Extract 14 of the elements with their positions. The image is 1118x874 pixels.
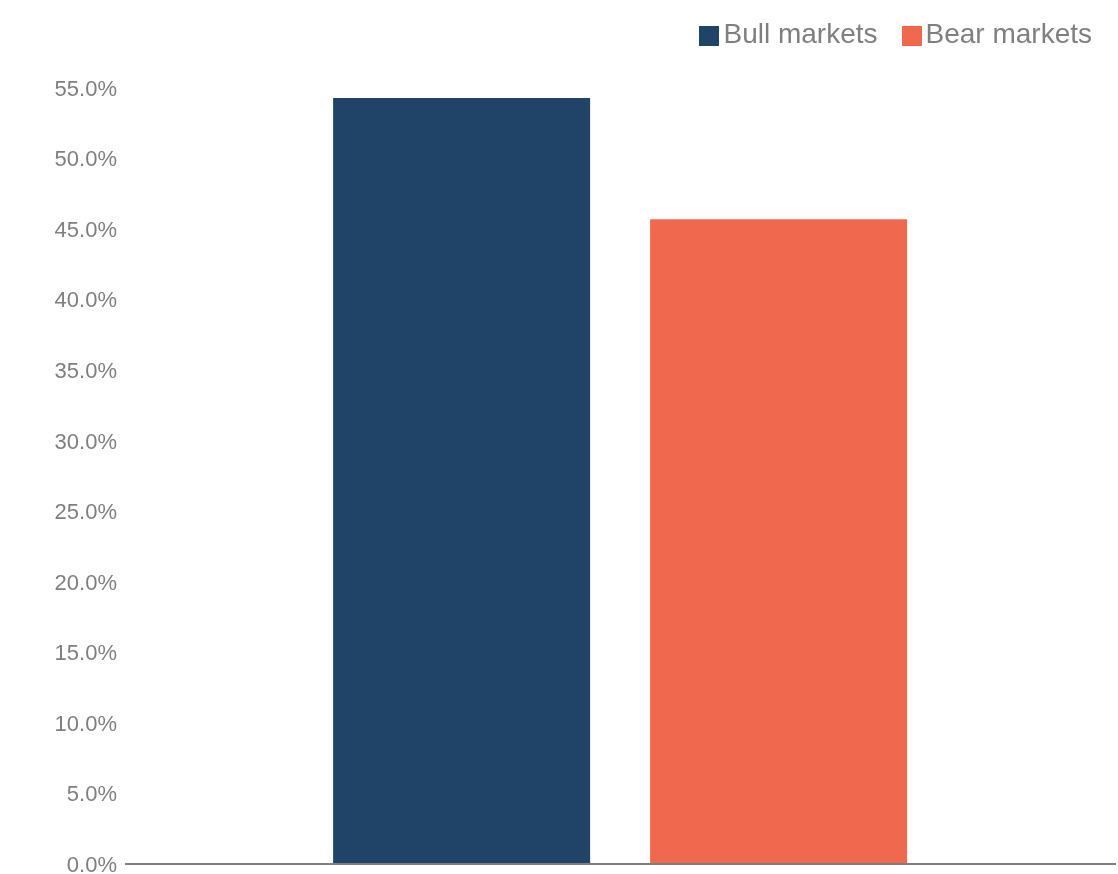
y-tick-label: 35.0% bbox=[54, 357, 117, 383]
y-tick-label: 50.0% bbox=[54, 146, 117, 172]
y-tick-label: 0.0% bbox=[66, 851, 117, 874]
y-tick-label: 5.0% bbox=[66, 781, 117, 807]
legend-label: Bear markets bbox=[925, 18, 1092, 49]
y-tick-label: 10.0% bbox=[54, 710, 117, 736]
y-tick-label: 30.0% bbox=[54, 428, 117, 454]
y-tick-label: 40.0% bbox=[54, 287, 117, 313]
y-tick-label: 45.0% bbox=[54, 216, 117, 242]
y-tick-label: 15.0% bbox=[54, 640, 117, 666]
y-tick-label: 25.0% bbox=[54, 499, 117, 525]
y-tick-label: 20.0% bbox=[54, 569, 117, 595]
legend-label: Bull markets bbox=[723, 18, 878, 49]
y-tick-label: 55.0% bbox=[54, 75, 117, 101]
